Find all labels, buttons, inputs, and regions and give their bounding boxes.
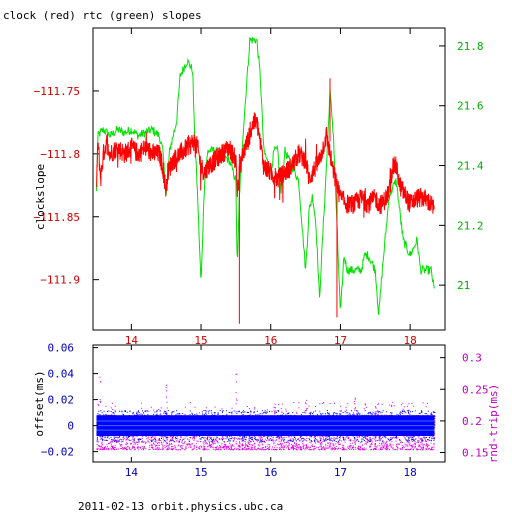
top-x-tick-label: 15 (194, 334, 207, 347)
offset-scatter-points (96, 410, 436, 443)
top-y2-tick-label: 21.2 (457, 219, 484, 232)
top-y2-tick-label: 21.6 (457, 100, 484, 113)
bottom-plot-frame (92, 344, 446, 463)
roundtrip-scatter-points (96, 373, 436, 451)
top-y-tick-label: −111.9 (40, 274, 80, 287)
top-x-tick-label: 18 (404, 334, 417, 347)
rtc-series-line (96, 37, 435, 315)
bottom-y2-tick-label: 0.2 (462, 415, 482, 428)
bottom-x-tick-label: 17 (334, 466, 347, 479)
bottom-x-tick-label: 14 (125, 466, 139, 479)
top-x-tick-label: 14 (125, 334, 139, 347)
bottom-y-tick-label: −0.02 (41, 446, 74, 459)
top-y-axis-label: clockslope (34, 164, 47, 230)
bottom-y-tick-label: 0.04 (48, 368, 75, 381)
bottom-y2-tick-label: 0.25 (462, 383, 489, 396)
bottom-y-tick-label: 0.02 (48, 394, 75, 407)
top-y-tick-label: −111.8 (40, 148, 80, 161)
bottom-y-axis-label: offset(ms) (33, 370, 46, 436)
bottom-y2-tick-label: 0.15 (462, 447, 489, 460)
footer-caption: 2011-02-13 orbit.physics.ubc.ca (78, 500, 283, 512)
top-x-tick-label: 17 (334, 334, 347, 347)
bottom-x-tick-label: 16 (264, 466, 277, 479)
bottom-x-tick-label: 18 (404, 466, 417, 479)
chart-title: clock (red) rtc (green) slopes (3, 9, 202, 22)
top-plot-frame (92, 27, 446, 331)
bottom-x-tick-label: 15 (194, 466, 207, 479)
clock-series-line (96, 112, 435, 218)
top-panel: 14 15 16 17 18 −111.75 −111.8 −111.85 −111.9 21.8… (34, 27, 484, 347)
top-y-tick-label: −111.85 (34, 211, 80, 224)
top-x-tick-label: 16 (264, 334, 277, 347)
bottom-y2-axis-label: rnd-trip(ms) (487, 384, 500, 463)
top-y-tick-label: −111.75 (34, 85, 80, 98)
bottom-y-tick-label: 0 (67, 420, 74, 433)
bottom-panel: 14 15 16 17 18 0.06 0.04 0.02 0 −0.02 0.3 0.25 0.2 0.… (33, 342, 500, 479)
top-y2-tick-label: 21.8 (457, 40, 484, 53)
top-y2-tick-label: 21 (457, 279, 470, 292)
bottom-y2-tick-label: 0.3 (462, 352, 482, 365)
top-y2-tick-label: 21.4 (457, 160, 484, 173)
bottom-y-tick-label: 0.06 (48, 342, 75, 355)
